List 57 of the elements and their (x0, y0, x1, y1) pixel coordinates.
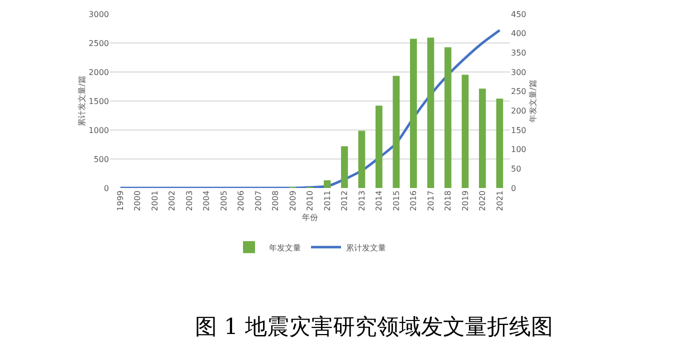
legend-label: 年发文量 (269, 243, 301, 252)
x-tick-label: 2010 (306, 190, 315, 211)
x-tick-label: 2013 (357, 190, 366, 211)
y-axis-title: 累计发文量/篇 (77, 76, 86, 126)
x-tick-label: 2003 (184, 190, 194, 211)
x-tick-label: 2017 (426, 190, 436, 211)
bar (410, 38, 417, 188)
y2-tick-label: 400 (511, 29, 526, 38)
x-tick-label: 2016 (409, 190, 418, 211)
y2-tick-label: 100 (511, 145, 526, 154)
x-tick-label: 2004 (202, 190, 212, 211)
y-tick-label: 500 (94, 154, 109, 164)
y-tick-label: 2500 (88, 38, 109, 48)
text: 图 1 地震灾害研究领域发文量折线图 (195, 315, 553, 339)
y2-tick-label: 450 (511, 10, 526, 19)
y-tick-label: 2000 (88, 68, 109, 77)
x-tick-label: 2014 (374, 190, 384, 211)
x-tick-label: 2007 (254, 190, 263, 211)
legend-label: 累计发文量 (346, 243, 386, 252)
y2-axis-title: 年发文量/篇 (528, 80, 538, 122)
x-tick-label: 2000 (133, 190, 142, 211)
y-tick-label: 3000 (88, 10, 109, 19)
x-tick-label: 2009 (288, 190, 298, 211)
bar (478, 88, 486, 188)
y2-tick-label: 50 (511, 164, 522, 174)
bar (462, 74, 469, 188)
bar (324, 180, 331, 188)
x-tick-label: 2011 (322, 190, 332, 211)
bar (444, 47, 452, 188)
y2-tick-label: 200 (511, 106, 526, 116)
x-tick-label: 2006 (236, 190, 246, 211)
bar (392, 76, 400, 188)
x-tick-label: 2018 (444, 190, 453, 211)
x-tick-label: 2012 (340, 190, 350, 211)
bar (427, 38, 434, 188)
bar (376, 106, 382, 188)
y-tick-label: 1500 (88, 96, 109, 106)
bar (341, 146, 348, 188)
y-tick-label: 1000 (88, 126, 109, 135)
x-tick-label: 2005 (219, 190, 228, 211)
y2-tick-label: 350 (511, 48, 526, 58)
y2-tick-label: 150 (511, 126, 526, 135)
y2-tick-label: 250 (511, 87, 526, 96)
x-tick-label: 2001 (150, 190, 160, 211)
x-tick-label: 2015 (392, 190, 401, 211)
x-tick-label: 2002 (168, 190, 177, 211)
bar (358, 130, 366, 188)
x-tick-label: 2021 (495, 190, 504, 211)
x-tick-label: 2019 (460, 190, 470, 211)
x-tick-label: 2020 (478, 190, 488, 211)
y2-tick-label: 300 (511, 68, 526, 77)
y2-tick-label: 0 (511, 184, 516, 193)
x-tick-label: 1999 (116, 190, 125, 211)
x-tick-label: 2008 (271, 190, 280, 211)
y-tick-label: 0 (104, 184, 109, 193)
x-axis-title: 年份 (302, 213, 318, 222)
bar (496, 98, 504, 188)
